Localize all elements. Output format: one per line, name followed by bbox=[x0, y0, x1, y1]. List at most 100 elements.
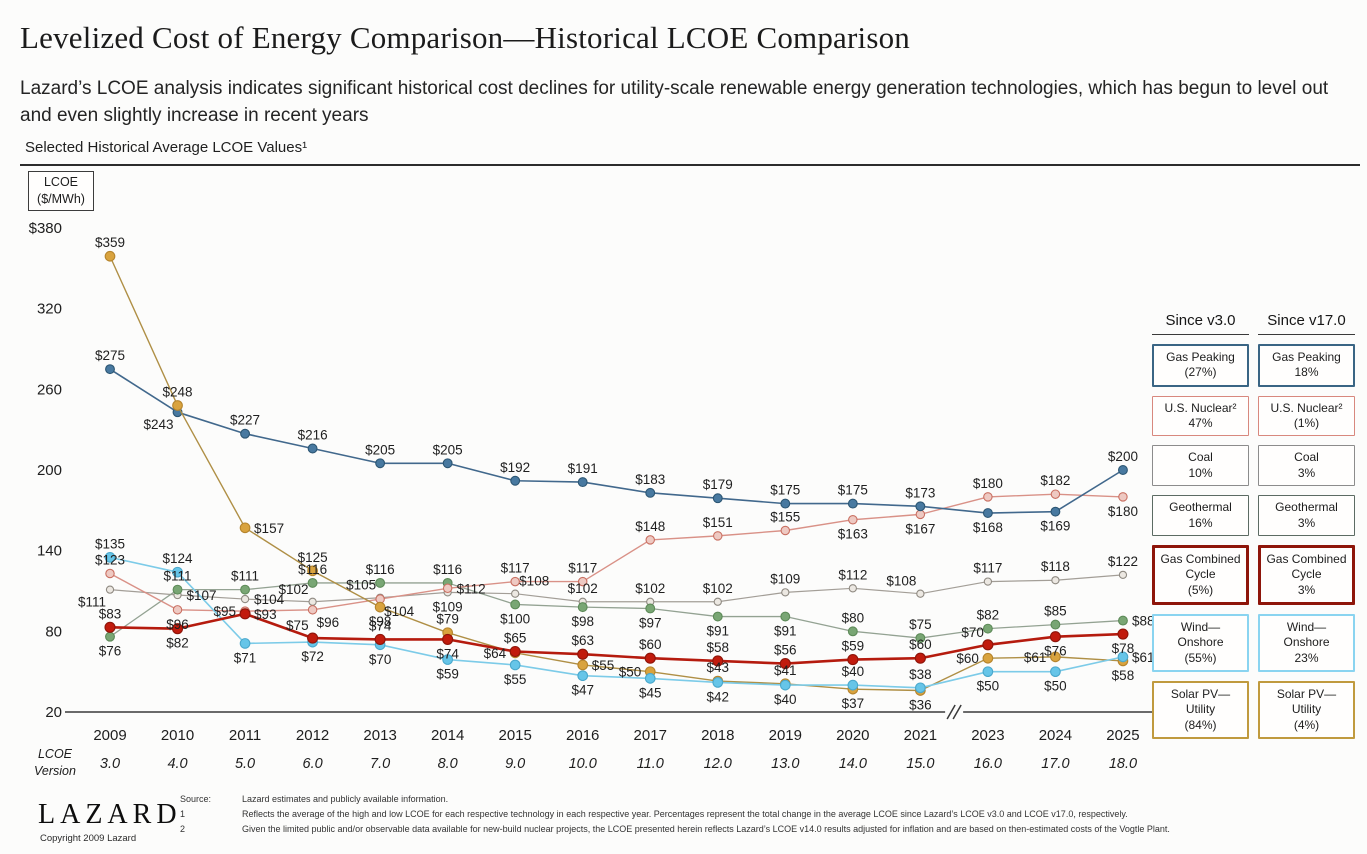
data-point-label: $157 bbox=[254, 521, 284, 536]
data-point-marker bbox=[914, 652, 926, 664]
data-point-label: $111 bbox=[231, 569, 259, 584]
data-point-marker bbox=[1050, 651, 1061, 663]
legend-box-line: Wind— bbox=[1180, 619, 1221, 634]
y-tick-label: 260 bbox=[37, 381, 62, 398]
data-point-marker bbox=[781, 588, 790, 597]
data-point-label: $116 bbox=[298, 562, 327, 577]
data-point-label: $63 bbox=[571, 633, 594, 648]
data-point-marker bbox=[1117, 615, 1128, 626]
legend-box-line: Onshore bbox=[1283, 635, 1330, 650]
data-point-marker bbox=[915, 501, 926, 512]
x-version-label: 16.0 bbox=[974, 756, 1002, 772]
data-point-label: $155 bbox=[770, 510, 800, 525]
data-point-label: $38 bbox=[909, 667, 932, 682]
data-point-labels: $111 $107 $104$102 $105$109$108 $102 $102 $102… bbox=[78, 235, 1155, 712]
data-point-marker bbox=[1050, 489, 1061, 499]
legend-box-line: Coal bbox=[1294, 450, 1319, 465]
legend-box-line: (1%) bbox=[1293, 416, 1320, 431]
data-point-label: $50 bbox=[977, 679, 1000, 694]
legend-box-line: (5%) bbox=[1187, 582, 1214, 597]
legend-box-u-s-nuclear-v17: U.S. Nuclear² (1%) bbox=[1258, 395, 1355, 437]
data-point-label: $135 bbox=[95, 536, 125, 551]
data-point-marker bbox=[644, 652, 656, 664]
data-point-marker bbox=[1050, 506, 1061, 517]
data-point-marker bbox=[847, 626, 858, 637]
x-version-label: 8.0 bbox=[438, 756, 458, 772]
data-point-marker bbox=[105, 631, 115, 642]
axis-break bbox=[945, 704, 964, 720]
data-point-label: $180 bbox=[1108, 504, 1138, 519]
data-point-label: $95 bbox=[214, 604, 237, 619]
data-point-label: $102 bbox=[279, 582, 309, 597]
data-point-label: $98 bbox=[571, 614, 594, 629]
legend-header-since-v3-0: Since v3.0 bbox=[1152, 312, 1249, 335]
data-point-marker bbox=[780, 525, 791, 536]
data-point-label: $70 bbox=[961, 625, 984, 640]
data-point-marker bbox=[982, 508, 993, 518]
data-point-label: $105 bbox=[346, 578, 376, 593]
data-point-marker bbox=[1051, 576, 1060, 585]
footnote-text-2: Given the limited public and/or observab… bbox=[242, 824, 1170, 835]
data-point-marker bbox=[172, 566, 183, 578]
data-point-marker bbox=[577, 670, 589, 682]
data-point-marker bbox=[577, 648, 589, 660]
y-tick-label: 20 bbox=[45, 704, 62, 721]
footnote-label-0: Source: bbox=[180, 794, 212, 804]
data-point-marker bbox=[1118, 492, 1128, 502]
data-point-marker bbox=[308, 597, 317, 606]
data-point-label: $275 bbox=[95, 348, 125, 363]
data-point-marker bbox=[510, 576, 520, 587]
legend-box-line: 3% bbox=[1297, 515, 1316, 530]
legend-box-gas-combined-v17: Gas Combined Cycle 3% bbox=[1258, 544, 1355, 605]
data-point-marker bbox=[375, 458, 386, 469]
legend-box-line: (4%) bbox=[1293, 717, 1320, 732]
data-point-marker bbox=[105, 568, 115, 579]
data-point-label: $116 bbox=[433, 562, 462, 577]
data-point-label: $117 bbox=[973, 561, 1002, 576]
section-divider bbox=[20, 164, 1360, 166]
data-point-marker bbox=[577, 576, 588, 587]
legend-header-since-v17-0: Since v17.0 bbox=[1258, 312, 1355, 335]
x-year-label: 2021 bbox=[904, 727, 937, 744]
y-tick-label: 320 bbox=[37, 301, 62, 318]
data-point-marker bbox=[712, 493, 723, 504]
data-point-label: $151 bbox=[703, 515, 733, 530]
legend-box-line: Utility bbox=[1291, 702, 1322, 717]
data-point-marker bbox=[1117, 628, 1129, 640]
x-version-label: 7.0 bbox=[370, 756, 390, 772]
data-point-label: $102 bbox=[568, 581, 598, 596]
data-point-marker bbox=[982, 652, 994, 664]
legend-box-line: 47% bbox=[1188, 416, 1213, 431]
data-point-marker bbox=[916, 589, 925, 598]
series-line bbox=[109, 612, 1124, 665]
data-point-label: $216 bbox=[298, 427, 328, 442]
legend-box-line: (55%) bbox=[1184, 650, 1217, 665]
data-point-marker bbox=[105, 364, 115, 375]
legend-box-coal-v3: Coal 10% bbox=[1152, 445, 1249, 487]
data-point-marker bbox=[645, 487, 656, 498]
data-point-marker bbox=[712, 655, 724, 667]
x-year-label: 2016 bbox=[566, 727, 599, 744]
x-year-label: 2009 bbox=[93, 727, 126, 744]
data-point-label: $205 bbox=[365, 442, 395, 457]
data-point-marker bbox=[779, 658, 791, 670]
data-point-marker bbox=[577, 602, 588, 613]
data-point-marker bbox=[713, 531, 723, 541]
legend-box-geothermal-v3: Geothermal 16% bbox=[1152, 495, 1249, 536]
data-point-marker bbox=[240, 594, 250, 604]
data-point-label: $85 bbox=[1044, 604, 1067, 619]
data-point-label: $91 bbox=[774, 624, 797, 639]
page-title: Levelized Cost of Energy Comparison—Hist… bbox=[20, 20, 911, 55]
data-point-marker bbox=[712, 677, 724, 688]
data-point-label: $56 bbox=[774, 643, 797, 658]
data-point-label: $45 bbox=[639, 685, 662, 700]
data-point-label: $148 bbox=[635, 519, 665, 534]
legend-box-gas-combined-v3: Gas Combined Cycle (5%) bbox=[1152, 544, 1249, 605]
legend-box-line: (84%) bbox=[1184, 717, 1217, 732]
data-point-marker bbox=[172, 584, 183, 595]
x-version-label: 4.0 bbox=[167, 756, 187, 772]
data-point-label: $102 bbox=[703, 581, 733, 596]
x-version-label: 14.0 bbox=[839, 756, 867, 772]
data-point-marker bbox=[509, 645, 521, 658]
footnote-label-1: 1 bbox=[180, 809, 186, 820]
